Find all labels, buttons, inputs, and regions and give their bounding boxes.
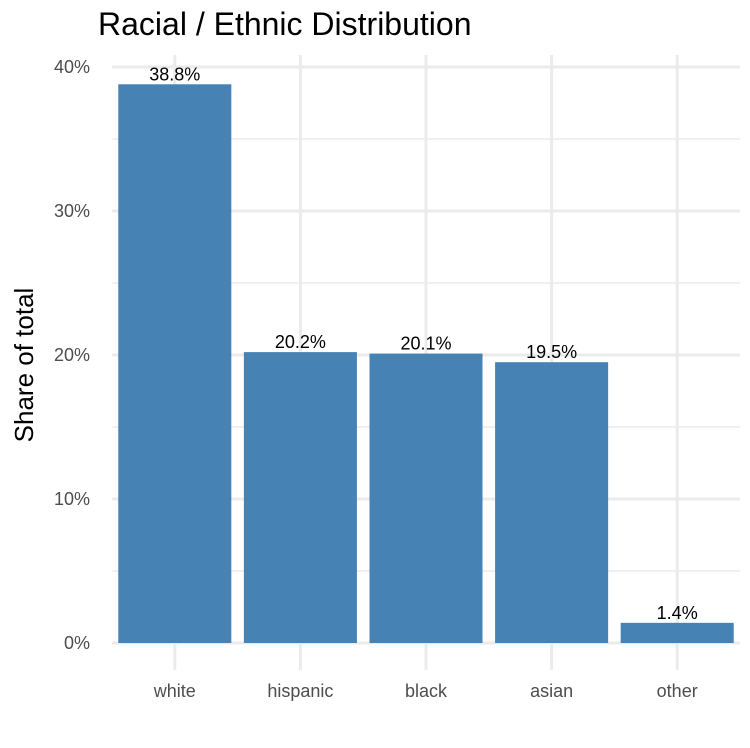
y-tick-label: 40% [54, 57, 90, 77]
data-label-white: 38.8% [149, 64, 200, 84]
data-label-other: 1.4% [657, 603, 698, 623]
bar-black [369, 353, 483, 643]
y-tick-label: 20% [54, 345, 90, 365]
x-tick-label: other [657, 681, 698, 701]
bar-white [118, 84, 232, 643]
y-tick-label: 30% [54, 201, 90, 221]
y-axis-label: Share of total [9, 288, 39, 443]
x-tick-label: black [405, 681, 448, 701]
x-tick-label: asian [530, 681, 573, 701]
data-label-black: 20.1% [400, 334, 451, 354]
data-label-asian: 19.5% [526, 342, 577, 362]
chart-title: Racial / Ethnic Distribution [98, 6, 471, 42]
bar-hispanic [243, 352, 357, 643]
bar-asian [495, 362, 609, 643]
y-tick-label: 0% [64, 633, 90, 653]
x-tick-label: white [153, 681, 196, 701]
bars [118, 84, 734, 643]
bar-other [620, 622, 734, 643]
x-tick-label: hispanic [267, 681, 333, 701]
y-tick-label: 10% [54, 489, 90, 509]
y-axis-ticks: 0% 10% 20% 30% 40% [54, 57, 90, 653]
data-labels: 38.8% 20.2% 20.1% 19.5% 1.4% [149, 64, 697, 623]
data-label-hispanic: 20.2% [275, 332, 326, 352]
x-axis-ticks: white hispanic black asian other [153, 681, 698, 701]
